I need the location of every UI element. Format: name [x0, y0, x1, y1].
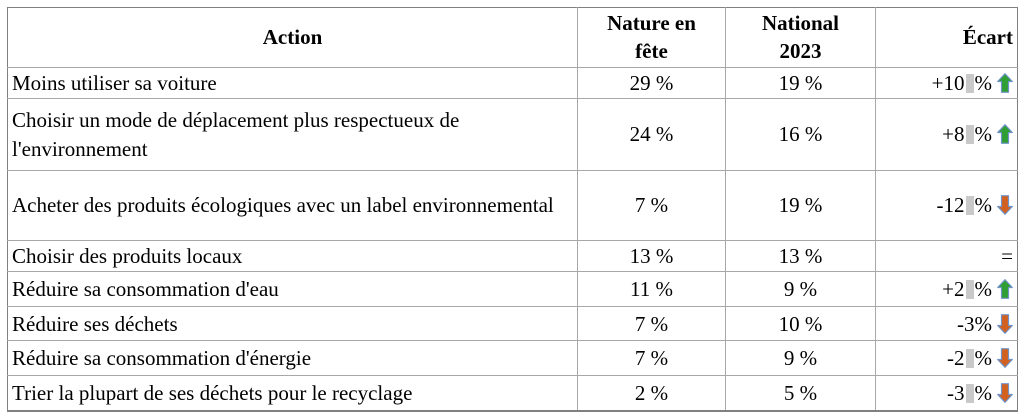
field-shading-mark: [965, 73, 974, 93]
header-national-2023: National 2023: [725, 7, 876, 68]
ecart-value: -3: [947, 380, 965, 405]
ecart-value: =: [1001, 244, 1013, 269]
national-2023-cell: 13 %: [725, 240, 876, 273]
ecart-value: +10: [931, 70, 965, 95]
table-row: Choisir des produits locaux 13 % 13 % =: [7, 240, 1018, 273]
nature-en-fete-cell: 2 %: [577, 375, 726, 412]
field-shading-mark: [965, 196, 974, 216]
national-2023-cell: 19 %: [725, 170, 876, 242]
national-2023-cell: 9 %: [725, 271, 876, 308]
table-row: Choisir un mode de déplacement plus resp…: [7, 98, 1018, 172]
ecart-value: -3%: [957, 311, 992, 336]
down-arrow-icon: [997, 313, 1013, 334]
action-cell: Réduire ses déchets: [7, 306, 578, 342]
down-arrow-icon: [997, 195, 1013, 216]
nature-en-fete-cell: 7 %: [577, 306, 726, 342]
table-row: Réduire sa consommation d'eau 11 % 9 % +2%: [7, 271, 1018, 308]
action-cell: Réduire sa consommation d'énergie: [7, 340, 578, 377]
ecart-cell: -12%: [875, 170, 1018, 242]
national-2023-cell: 10 %: [725, 306, 876, 342]
header-ecart: Écart: [875, 7, 1018, 68]
header-action: Action: [7, 7, 578, 68]
nature-en-fete-cell: 7 %: [577, 340, 726, 377]
table-row: Moins utiliser sa voiture 29 % 19 % +10%: [7, 66, 1018, 100]
national-2023-cell: 16 %: [725, 98, 876, 172]
ecart-cell: +8%: [875, 98, 1018, 172]
ecart-value: -12: [936, 193, 965, 218]
ecart-value: -2: [947, 346, 965, 371]
field-shading-mark: [965, 383, 974, 403]
ecart-percent-sign: %: [974, 277, 993, 302]
action-cell: Acheter des produits écologiques avec un…: [7, 170, 578, 242]
field-shading-mark: [965, 280, 974, 300]
down-arrow-icon: [997, 383, 1013, 403]
national-2023-cell: 5 %: [725, 375, 876, 412]
action-cell: Réduire sa consommation d'eau: [7, 271, 578, 308]
header-row: Action Nature en fête National 2023 Écar…: [7, 7, 1018, 68]
nature-en-fete-cell: 11 %: [577, 271, 726, 308]
ecart-cell: -3%: [875, 375, 1018, 412]
nature-en-fete-cell: 24 %: [577, 98, 726, 172]
ecart-cell: +2%: [875, 271, 1018, 308]
ecart-percent-sign: %: [974, 193, 993, 218]
ecart-cell: -3%: [875, 306, 1018, 342]
action-cell: Choisir des produits locaux: [7, 240, 578, 273]
up-arrow-icon: [997, 72, 1013, 93]
header-nature-en-fete: Nature en fête: [577, 7, 726, 68]
ecart-percent-sign: %: [974, 122, 993, 147]
table-row: Réduire sa consommation d'énergie 7 % 9 % -…: [7, 340, 1018, 377]
table-row: Acheter des produits écologiques avec un…: [7, 170, 1018, 242]
table-row: Réduire ses déchets 7 % 10 % -3%: [7, 306, 1018, 342]
national-2023-cell: 19 %: [725, 66, 876, 100]
field-shading-mark: [965, 349, 974, 369]
action-cell: Moins utiliser sa voiture: [7, 66, 578, 100]
ecart-value: +2: [942, 277, 965, 302]
up-arrow-icon: [997, 279, 1013, 300]
ecart-cell: +10%: [875, 66, 1018, 100]
ecart-percent-sign: %: [974, 380, 993, 405]
comparison-table: Action Nature en fête National 2023 Écar…: [7, 7, 1018, 412]
ecart-percent-sign: %: [974, 70, 993, 95]
ecart-cell: -2%: [875, 340, 1018, 377]
ecart-cell: =: [875, 240, 1018, 273]
national-2023-cell: 9 %: [725, 340, 876, 377]
field-shading-mark: [965, 125, 974, 145]
down-arrow-icon: [997, 348, 1013, 369]
nature-en-fete-cell: 29 %: [577, 66, 726, 100]
ecart-percent-sign: %: [974, 346, 993, 371]
ecart-value: +8: [942, 122, 965, 147]
nature-en-fete-cell: 13 %: [577, 240, 726, 273]
action-cell: Trier la plupart de ses déchets pour le …: [7, 375, 578, 412]
nature-en-fete-cell: 7 %: [577, 170, 726, 242]
action-cell: Choisir un mode de déplacement plus resp…: [7, 98, 578, 172]
table-row: Trier la plupart de ses déchets pour le …: [7, 375, 1018, 412]
up-arrow-icon: [997, 124, 1013, 145]
